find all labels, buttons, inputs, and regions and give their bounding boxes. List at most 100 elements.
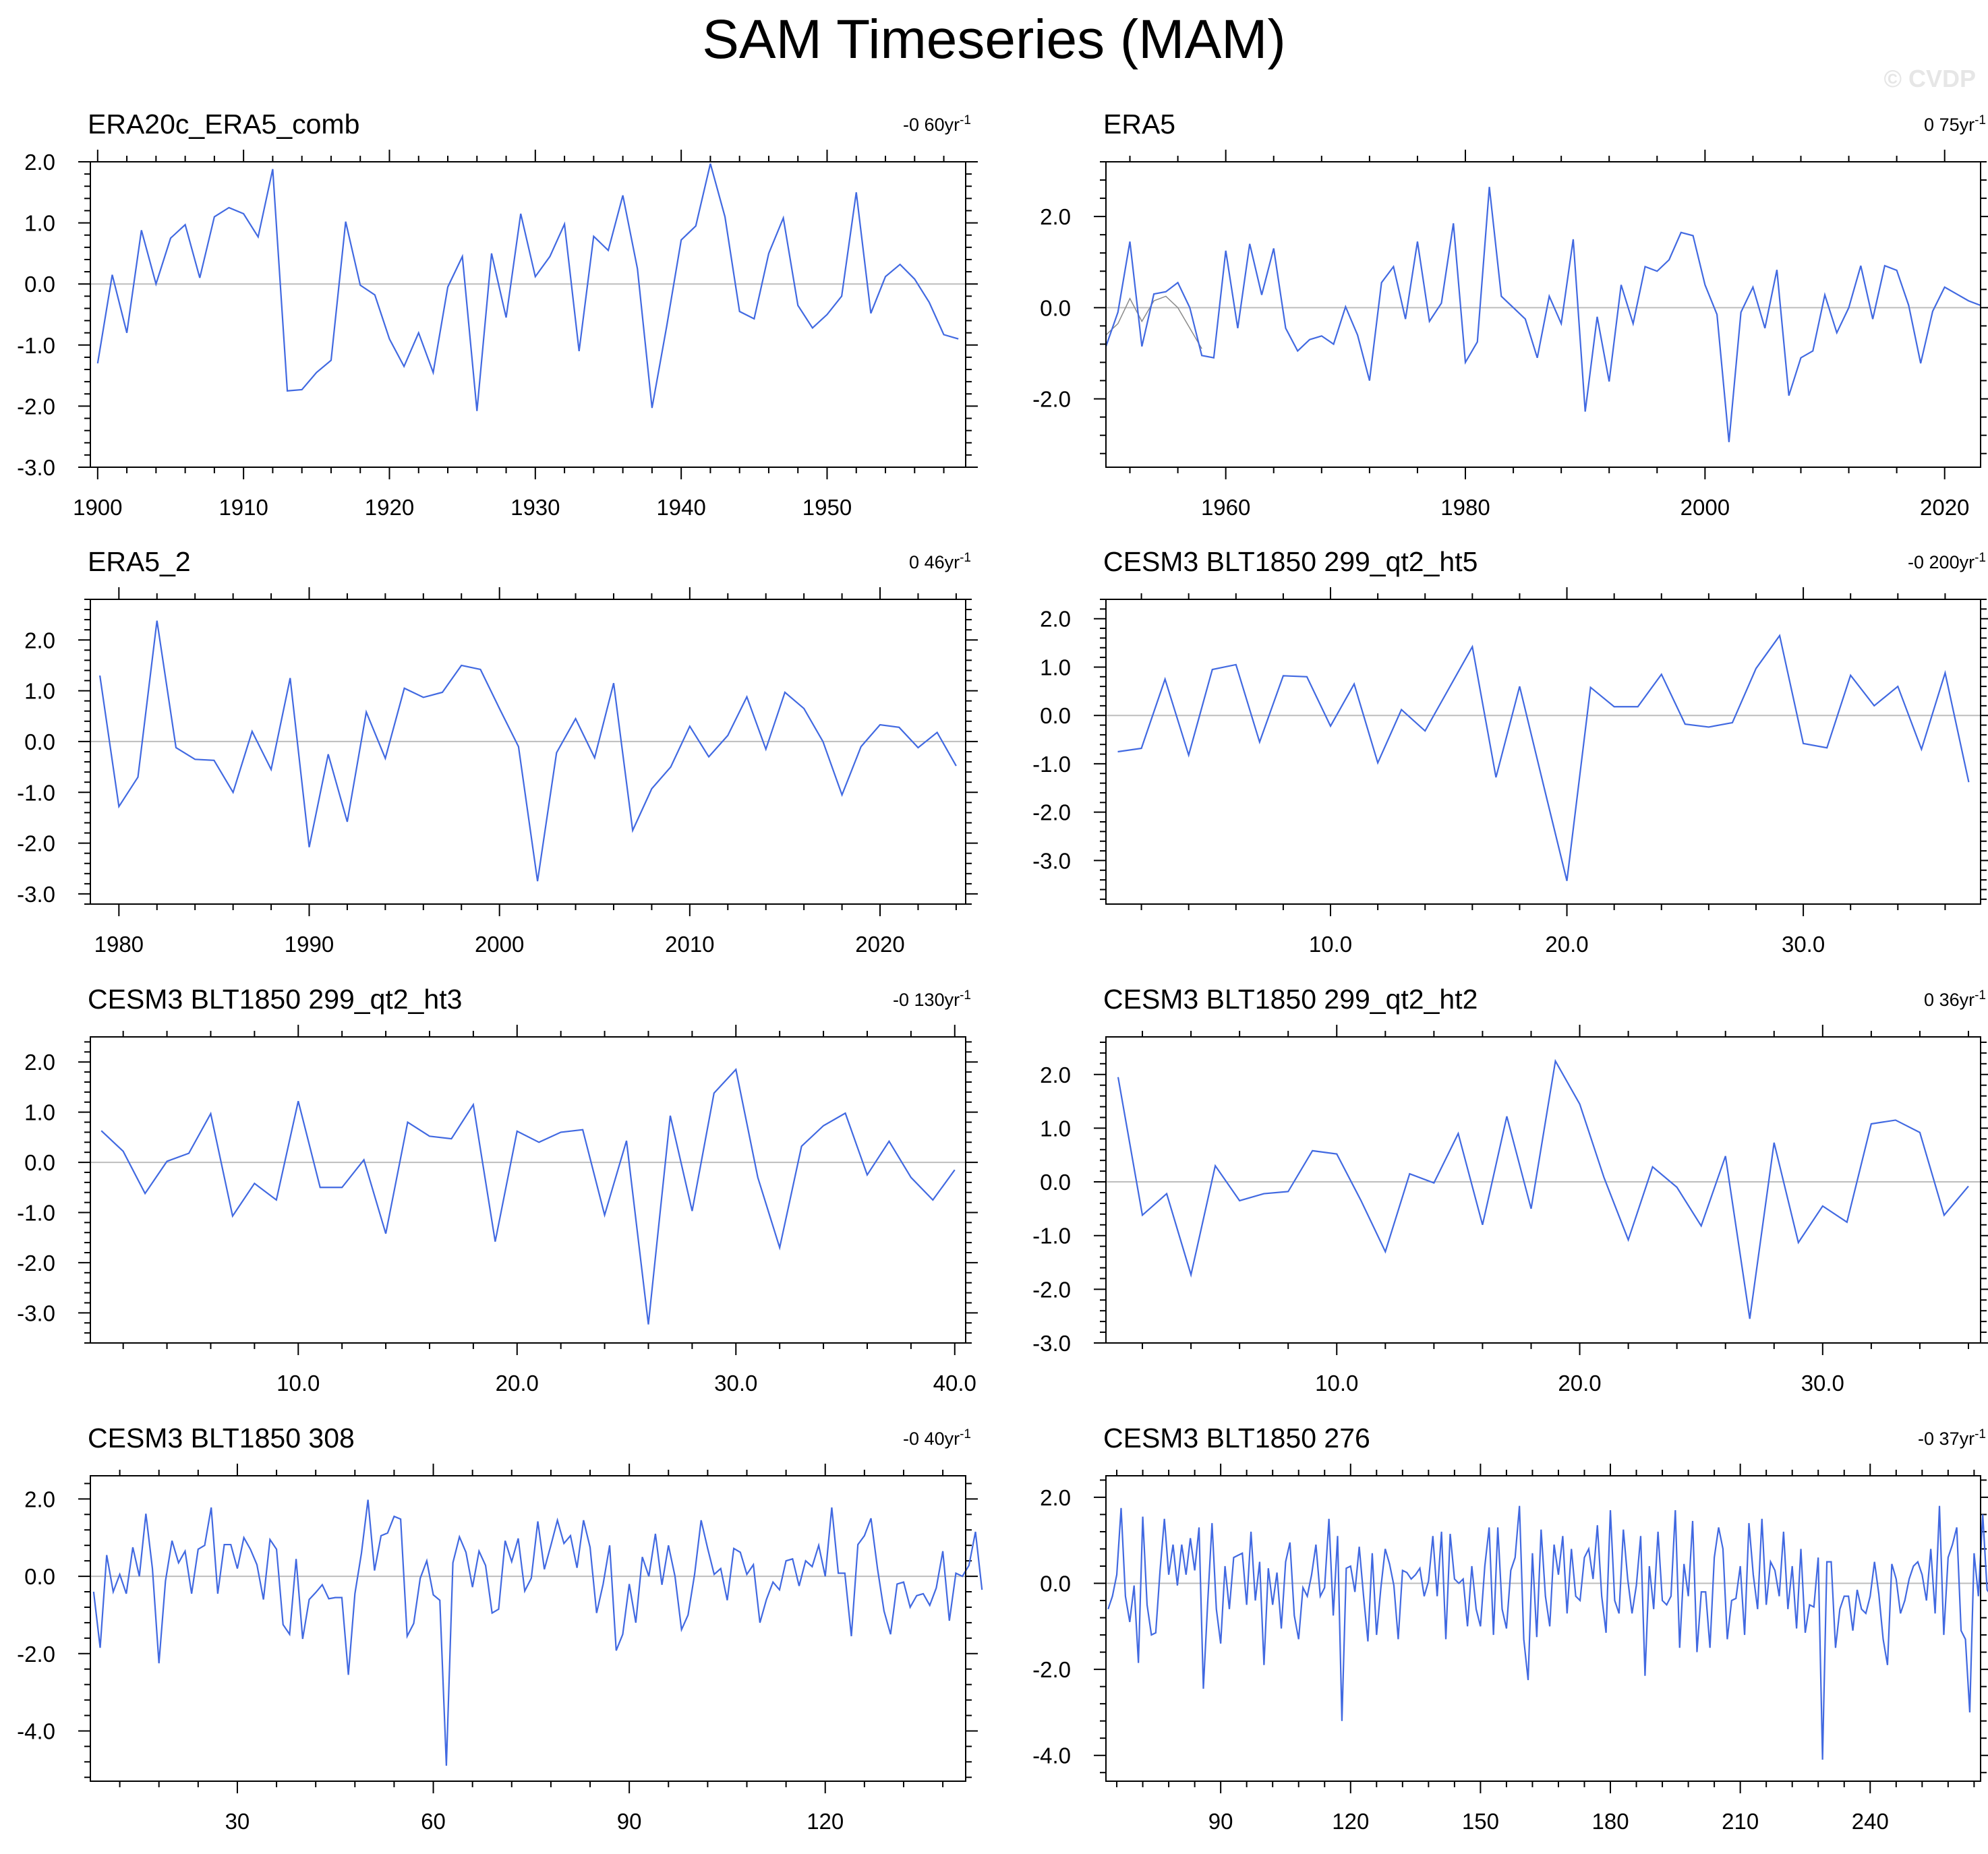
x-tick-label: 150 bbox=[1462, 1809, 1499, 1834]
y-tick-label: -3.0 bbox=[17, 455, 55, 480]
y-tick-label: -1.0 bbox=[1032, 1224, 1071, 1249]
x-tick-label: 2010 bbox=[665, 932, 714, 957]
y-tick-label: 1.0 bbox=[1040, 1116, 1071, 1141]
x-tick-label: 1950 bbox=[802, 495, 852, 520]
y-tick-label: -2.0 bbox=[17, 1642, 55, 1667]
x-tick-label: 20.0 bbox=[1558, 1371, 1601, 1396]
x-tick-label: 120 bbox=[807, 1809, 844, 1834]
y-tick-label: -4.0 bbox=[1032, 1743, 1071, 1768]
panel-title: ERA5_2 bbox=[88, 546, 191, 577]
x-tick-label: 20.0 bbox=[496, 1371, 539, 1396]
y-tick-label: 0.0 bbox=[24, 1564, 55, 1589]
smoothed-series-line bbox=[1105, 295, 1202, 349]
x-tick-label: 90 bbox=[1208, 1809, 1233, 1834]
y-tick-label: -1.0 bbox=[17, 1200, 55, 1225]
x-tick-label: 10.0 bbox=[276, 1371, 320, 1396]
y-tick-label: -3.0 bbox=[17, 882, 55, 907]
series-line bbox=[92, 1499, 983, 1766]
trend-label: 0 46yr-1 bbox=[909, 551, 971, 572]
y-tick-label: 2.0 bbox=[24, 1487, 55, 1512]
x-tick-label: 1940 bbox=[656, 495, 705, 520]
y-tick-label: 2.0 bbox=[1040, 607, 1071, 632]
y-tick-label: -2.0 bbox=[17, 1251, 55, 1276]
x-tick-label: 2000 bbox=[475, 932, 524, 957]
x-tick-label: 1910 bbox=[218, 495, 268, 520]
y-tick-label: 0.0 bbox=[1040, 295, 1071, 320]
page-title: SAM Timeseries (MAM) bbox=[702, 9, 1286, 70]
x-tick-label: 10.0 bbox=[1315, 1371, 1358, 1396]
chart-panel-1: 2.0 1.0 0.0 -1.0 -2.0 -3.0 1900 1910 1920 1930 194… bbox=[17, 109, 978, 520]
series-line bbox=[96, 163, 959, 411]
chart-panel-4: 2.0 1.0 0.0 -1.0 -2.0 -3.0 10.0 20.0 30.0 CESM3 B… bbox=[1032, 546, 1988, 957]
x-tick-label: 40.0 bbox=[933, 1371, 976, 1396]
y-tick-label: -1.0 bbox=[1032, 752, 1071, 777]
y-tick-label: 2.0 bbox=[24, 150, 55, 175]
panel-title: CESM3 BLT1850 299_qt2_ht5 bbox=[1103, 546, 1478, 577]
y-tick-label: -2.0 bbox=[1032, 1657, 1071, 1682]
x-tick-label: 1980 bbox=[1440, 495, 1490, 520]
y-tick-label: 1.0 bbox=[1040, 655, 1071, 680]
plot-frame bbox=[1105, 599, 1981, 905]
series-line bbox=[100, 1068, 956, 1325]
plot-frame bbox=[90, 161, 966, 468]
trend-label: -0 130yr-1 bbox=[893, 988, 971, 1010]
y-tick-label: -1.0 bbox=[17, 333, 55, 358]
y-tick-label: -3.0 bbox=[1032, 1331, 1071, 1356]
x-tick-label: 2020 bbox=[1920, 495, 1969, 520]
x-tick-label: 210 bbox=[1722, 1809, 1759, 1834]
panel-title: ERA20c_ERA5_comb bbox=[88, 109, 359, 140]
trend-label: -0 40yr-1 bbox=[903, 1427, 971, 1449]
chart-panel-3: 2.0 1.0 0.0 -1.0 -2.0 -3.0 1980 1990 2000 2010 202… bbox=[17, 546, 978, 957]
series-line bbox=[1107, 1505, 1988, 1760]
x-tick-label: 1980 bbox=[94, 932, 144, 957]
x-tick-label: 60 bbox=[421, 1809, 446, 1834]
y-tick-label: 0.0 bbox=[1040, 703, 1071, 728]
series-line bbox=[1105, 187, 1981, 442]
x-tick-label: 1900 bbox=[73, 495, 122, 520]
trend-label: -0 60yr-1 bbox=[903, 113, 971, 135]
x-tick-label: 1920 bbox=[365, 495, 414, 520]
trend-label: -0 37yr-1 bbox=[1918, 1427, 1986, 1449]
plot-frame bbox=[90, 599, 966, 905]
y-tick-label: -3.0 bbox=[17, 1300, 55, 1325]
x-tick-label: 2000 bbox=[1680, 495, 1730, 520]
y-tick-label: 2.0 bbox=[1040, 1485, 1071, 1510]
x-tick-label: 2020 bbox=[855, 932, 904, 957]
x-tick-label: 1990 bbox=[285, 932, 334, 957]
x-tick-label: 30.0 bbox=[714, 1371, 757, 1396]
x-tick-label: 20.0 bbox=[1545, 932, 1588, 957]
y-tick-label: 0.0 bbox=[24, 729, 55, 754]
panel-title: CESM3 BLT1850 308 bbox=[88, 1423, 355, 1454]
plot-frame bbox=[1105, 161, 1981, 468]
x-tick-label: 240 bbox=[1852, 1809, 1889, 1834]
panel-title: CESM3 BLT1850 276 bbox=[1103, 1423, 1370, 1454]
y-tick-label: 2.0 bbox=[24, 1050, 55, 1075]
y-tick-label: -2.0 bbox=[17, 831, 55, 856]
y-tick-label: -2.0 bbox=[17, 394, 55, 419]
y-tick-label: 1.0 bbox=[24, 211, 55, 236]
y-tick-label: 0.0 bbox=[1040, 1170, 1071, 1195]
series-line bbox=[1117, 1058, 1969, 1319]
chart-panel-5: 2.0 1.0 0.0 -1.0 -2.0 -3.0 10.0 20.0 30.0 40.0 CES… bbox=[17, 984, 978, 1396]
x-tick-label: 1930 bbox=[510, 495, 560, 520]
trend-label: 0 75yr-1 bbox=[1924, 113, 1986, 135]
chart-panel-6: 2.0 1.0 0.0 -1.0 -2.0 -3.0 10.0 20.0 30.0 CESM3 B… bbox=[1032, 984, 1988, 1396]
x-tick-label: 180 bbox=[1591, 1809, 1629, 1834]
plot-frame bbox=[90, 1475, 966, 1782]
y-tick-label: 2.0 bbox=[1040, 1063, 1071, 1087]
panel-title: ERA5 bbox=[1103, 109, 1175, 140]
chart-panel-2: 2.0 0.0 -2.0 1960 1980 2000 2020 ERA5 0 75yr-1 bbox=[1032, 109, 1988, 520]
x-tick-label: 30.0 bbox=[1801, 1371, 1844, 1396]
trend-label: 0 36yr-1 bbox=[1924, 988, 1986, 1010]
y-tick-label: 0.0 bbox=[24, 272, 55, 297]
x-tick-label: 1960 bbox=[1201, 495, 1250, 520]
series-line bbox=[99, 620, 957, 882]
x-tick-label: 30.0 bbox=[1782, 932, 1825, 957]
plot-frame bbox=[1105, 1475, 1981, 1782]
chart-panel-7: 2.0 0.0 -2.0 -4.0 30 60 90 120 CESM3 BLT1850 308… bbox=[17, 1423, 983, 1834]
panel-title: CESM3 BLT1850 299_qt2_ht3 bbox=[88, 984, 462, 1015]
y-tick-label: -4.0 bbox=[17, 1718, 55, 1743]
x-tick-label: 30 bbox=[225, 1809, 250, 1834]
panel-title: CESM3 BLT1850 299_qt2_ht2 bbox=[1103, 984, 1478, 1015]
